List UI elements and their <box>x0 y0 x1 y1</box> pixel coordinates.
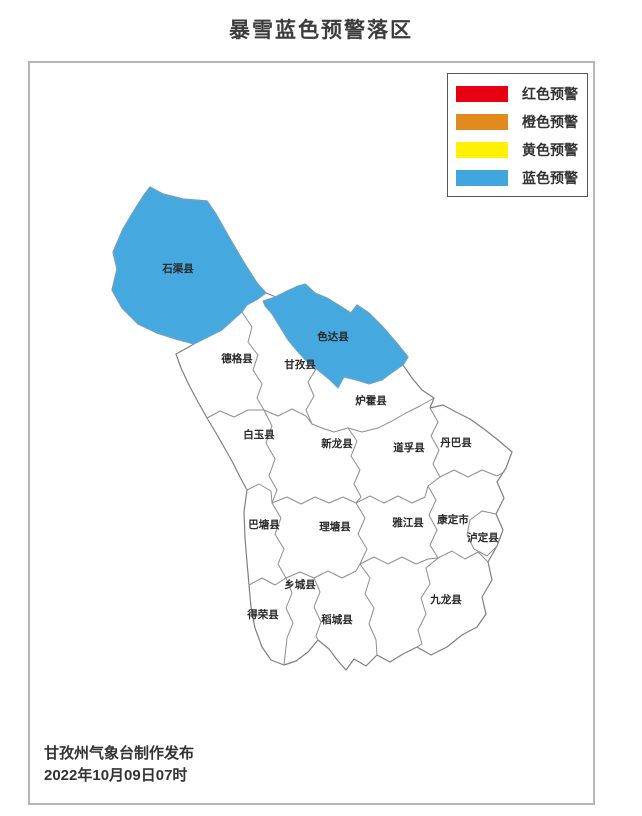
county-border <box>355 485 429 504</box>
legend-label: 蓝色预警 <box>522 170 578 186</box>
legend-swatch-3 <box>456 170 508 186</box>
county-border <box>241 311 265 411</box>
county-label: 丹巴县 <box>440 437 472 449</box>
county-label: 理塘县 <box>319 520 351 533</box>
county-border <box>466 510 498 557</box>
county-border <box>246 483 273 504</box>
county-border <box>355 502 368 565</box>
county-border <box>285 563 361 579</box>
county-border <box>206 409 265 419</box>
county-label: 甘孜县 <box>284 358 316 371</box>
county-label: 九龙县 <box>429 593 462 606</box>
county-label: 炉霍县 <box>355 394 387 407</box>
legend-swatch-0 <box>456 86 508 102</box>
county-label: 德格县 <box>220 352 253 365</box>
county-border <box>311 397 435 433</box>
legend-item: 橙色预警 <box>456 114 587 130</box>
legend-item: 红色预警 <box>456 86 587 102</box>
footer-publisher: 甘孜州气象台制作发布 <box>44 745 195 762</box>
county-border <box>416 557 439 648</box>
county-border <box>271 496 357 505</box>
county-border <box>283 577 294 666</box>
legend-swatch-1 <box>456 114 508 130</box>
county-label: 巴塘县 <box>248 518 280 531</box>
county-label: 稻城县 <box>321 613 353 626</box>
county-border <box>248 577 287 586</box>
county-border <box>263 408 313 425</box>
county-label: 白玉县 <box>243 428 275 441</box>
footer-timestamp: 2022年10月09日07时 <box>44 767 188 784</box>
legend-item: 蓝色预警 <box>456 170 587 186</box>
shiqu-warning-region <box>111 186 267 345</box>
county-border <box>305 368 317 425</box>
county-border <box>437 550 489 563</box>
county-border <box>359 563 378 656</box>
county-border <box>271 502 287 579</box>
county-label: 康定市 <box>437 513 469 526</box>
county-label: 道孚县 <box>393 441 425 454</box>
seda-warning-region <box>262 283 409 389</box>
county-border <box>439 469 505 478</box>
legend-item: 黄色预警 <box>456 142 587 158</box>
county-border <box>359 556 439 565</box>
legend-rows: 红色预警橙色预警黄色预警蓝色预警 <box>456 86 587 186</box>
county-border <box>427 485 439 559</box>
county-label: 得荣县 <box>246 608 279 621</box>
county-label: 石渠县 <box>161 262 194 275</box>
legend-label: 红色预警 <box>522 86 578 102</box>
county-label: 乡城县 <box>284 578 316 591</box>
warning-legend: 红色预警橙色预警黄色预警蓝色预警 <box>447 73 588 197</box>
footer: 甘孜州气象台制作发布 2022年10月09日07时 <box>44 743 194 787</box>
county-label: 雅江县 <box>392 516 424 529</box>
county-label: 新龙县 <box>321 437 353 450</box>
county-border <box>347 427 362 504</box>
page-title: 暴雪蓝色预警落区 <box>229 19 413 42</box>
county-label: 泸定县 <box>467 531 499 544</box>
county-border <box>313 577 322 641</box>
county-borders <box>206 311 505 666</box>
legend-label: 黄色预警 <box>522 142 578 158</box>
county-label: 色达县 <box>317 330 349 343</box>
legend-swatch-2 <box>456 142 508 158</box>
legend-label: 橙色预警 <box>522 114 578 130</box>
county-border <box>263 409 278 504</box>
